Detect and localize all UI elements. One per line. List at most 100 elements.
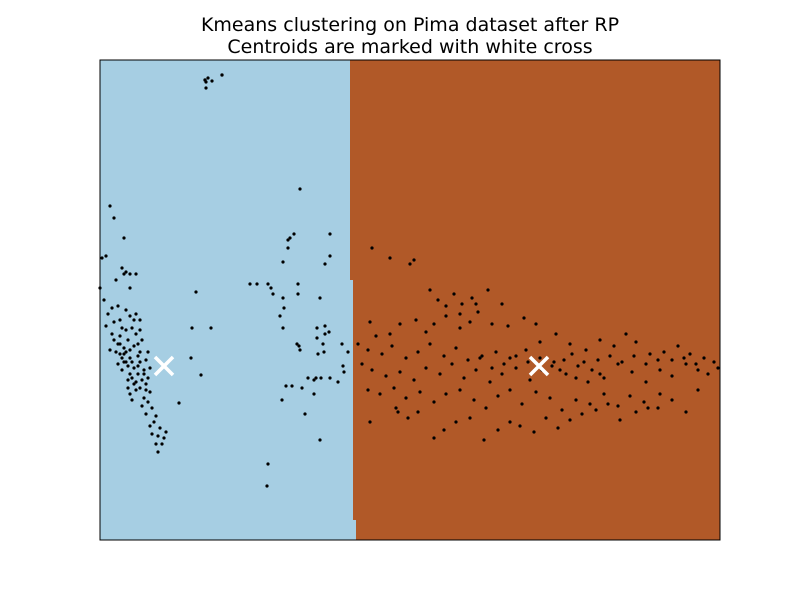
data-point — [500, 372, 504, 376]
data-point — [570, 352, 574, 356]
data-point — [432, 322, 436, 326]
data-point — [315, 326, 319, 330]
data-point — [132, 366, 136, 370]
data-point — [620, 360, 624, 364]
data-point — [288, 236, 292, 240]
data-point — [656, 406, 660, 410]
data-point — [396, 410, 400, 414]
data-point — [292, 232, 296, 236]
data-point — [656, 358, 660, 362]
data-point — [556, 426, 560, 430]
data-point — [120, 356, 124, 360]
data-point — [370, 368, 374, 372]
data-point — [676, 344, 680, 348]
data-point — [684, 410, 688, 414]
data-point — [374, 334, 378, 338]
data-point — [494, 350, 498, 354]
data-point — [588, 402, 592, 406]
data-point — [538, 340, 542, 344]
data-point — [584, 348, 588, 352]
data-point — [602, 376, 606, 380]
data-point — [144, 358, 148, 362]
data-point — [398, 370, 402, 374]
data-point — [418, 390, 422, 394]
cluster-regions — [100, 60, 720, 540]
data-point — [380, 352, 384, 356]
data-point — [122, 360, 126, 364]
data-point — [684, 362, 688, 366]
data-point — [606, 402, 610, 406]
data-point — [140, 404, 144, 408]
data-point — [108, 204, 112, 208]
data-point — [484, 406, 488, 410]
data-point — [278, 314, 282, 318]
data-point — [281, 326, 285, 330]
data-point — [100, 256, 104, 260]
data-point — [118, 334, 122, 338]
data-point — [424, 366, 428, 370]
data-point — [136, 364, 140, 368]
data-point — [454, 346, 458, 350]
data-point — [150, 406, 154, 410]
data-point — [297, 344, 301, 348]
data-point — [128, 286, 132, 290]
data-point — [702, 356, 706, 360]
chart-title: Kmeans clustering on Pima dataset after … — [201, 14, 619, 36]
data-point — [158, 426, 162, 430]
data-point — [138, 360, 142, 364]
data-point — [544, 416, 548, 420]
data-point — [124, 350, 128, 354]
data-point — [574, 376, 578, 380]
data-point — [508, 388, 512, 392]
data-point — [462, 376, 466, 380]
data-point — [296, 292, 300, 296]
data-point — [136, 372, 140, 376]
data-point — [154, 414, 158, 418]
data-point — [562, 358, 566, 362]
data-point — [582, 360, 586, 364]
data-point — [616, 404, 620, 408]
data-point — [644, 380, 648, 384]
data-point — [306, 376, 310, 380]
data-point — [162, 436, 166, 440]
data-point — [596, 358, 600, 362]
data-point — [616, 362, 620, 366]
data-point — [298, 187, 302, 191]
data-point — [128, 348, 132, 352]
data-point — [128, 272, 132, 276]
data-point — [506, 324, 510, 328]
data-point — [458, 326, 462, 330]
data-point — [500, 302, 504, 306]
data-point — [116, 362, 120, 366]
data-point — [323, 262, 327, 266]
plot-frame — [99, 59, 721, 541]
data-point — [164, 430, 168, 434]
centroid-cross-0 — [153, 355, 175, 377]
data-point — [314, 376, 318, 380]
data-point — [538, 356, 542, 360]
data-point — [138, 318, 142, 322]
data-point — [120, 368, 124, 372]
data-point — [209, 326, 213, 330]
data-point — [327, 330, 331, 334]
data-point — [323, 332, 327, 336]
data-point — [346, 350, 350, 354]
data-point — [124, 270, 128, 274]
data-point — [282, 306, 286, 310]
data-point — [321, 342, 325, 346]
data-point — [146, 400, 150, 404]
data-point — [388, 256, 392, 260]
data-point — [150, 432, 154, 436]
data-point — [646, 406, 650, 410]
data-point — [424, 330, 428, 334]
data-point — [682, 356, 686, 360]
data-point — [486, 288, 490, 292]
data-point — [552, 360, 556, 364]
data-point — [356, 342, 360, 346]
data-point — [118, 352, 122, 356]
data-point — [148, 390, 152, 394]
data-point — [526, 360, 530, 364]
data-point — [444, 314, 448, 318]
data-point — [670, 374, 674, 378]
data-point — [142, 396, 146, 400]
